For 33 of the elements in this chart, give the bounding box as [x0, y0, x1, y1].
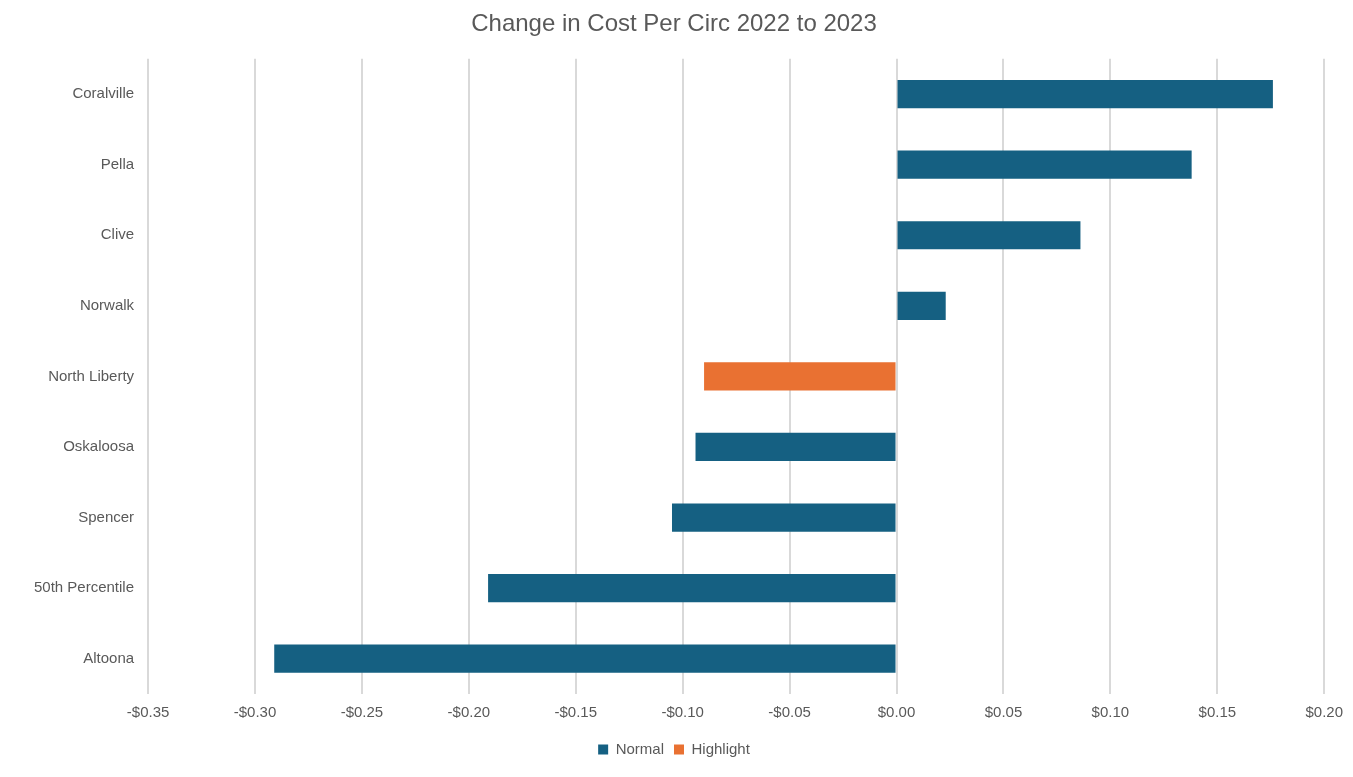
y-tick-label: Oskaloosa [63, 437, 135, 455]
y-tick-label: Spencer [78, 507, 135, 525]
bar [704, 362, 896, 391]
x-tick-label: -$0.10 [661, 703, 704, 721]
x-tick-label: $0.05 [984, 703, 1023, 721]
bar [897, 150, 1192, 179]
x-tick-label: $0.15 [1198, 703, 1237, 721]
x-tick-label: -$0.35 [126, 703, 170, 721]
bar [695, 432, 896, 462]
y-tick-label: North Liberty [48, 366, 135, 384]
y-tick-label: 50th Percentile [33, 578, 135, 596]
x-tick-label: $0.10 [1091, 703, 1130, 721]
x-tick-label: -$0.30 [233, 703, 277, 721]
x-tick-label: $0.20 [1305, 703, 1344, 721]
bar [488, 574, 896, 603]
x-tick-label: -$0.15 [554, 703, 598, 721]
chart-title: Change in Cost Per Circ 2022 to 2023 [471, 9, 877, 37]
y-tick-label: Coralville [72, 84, 135, 102]
x-tick-label: -$0.20 [447, 703, 491, 721]
y-tick-label: Altoona [83, 648, 135, 666]
x-tick-label: -$0.25 [340, 703, 384, 721]
bar [274, 644, 896, 673]
legend-label: Normal [615, 739, 664, 757]
y-tick-label: Pella [100, 154, 135, 172]
legend-label: Highlight [691, 739, 751, 757]
x-tick-label: -$0.05 [768, 703, 811, 721]
bar [897, 221, 1081, 250]
x-tick-label: $0.00 [877, 703, 916, 721]
bar [897, 291, 946, 320]
y-tick-label: Clive [100, 225, 135, 243]
bar [671, 503, 896, 532]
bar [897, 79, 1273, 109]
y-tick-label: Norwalk [79, 295, 135, 313]
